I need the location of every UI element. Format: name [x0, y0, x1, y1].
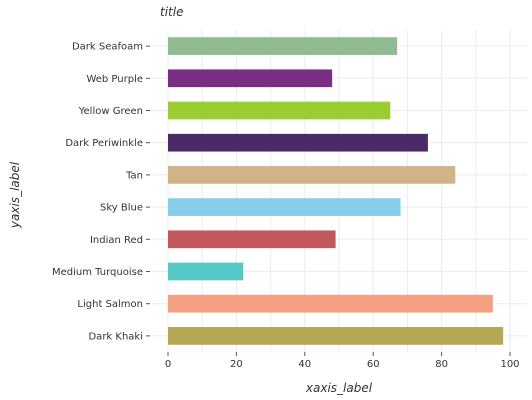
bar-indian-red [168, 230, 336, 249]
bar-yellow-green [168, 101, 391, 120]
bar-dark-khaki [168, 327, 504, 345]
chart-title: title [160, 5, 183, 19]
bar-web-purple [168, 69, 333, 88]
bar-light-salmon [168, 294, 493, 313]
y-axis-label: yaxis_label [8, 161, 22, 229]
bar-dark-seafoam [168, 37, 398, 55]
y-tick-label: Dark Seafoam [72, 42, 143, 53]
y-tick-label: Medium Turquoise [52, 267, 143, 278]
bar-medium-turquoise [168, 262, 244, 281]
x-tick-label: 100 [500, 359, 519, 370]
y-tick-label: Light Salmon [77, 299, 143, 310]
y-tick-label: Web Purple [86, 74, 143, 85]
bar-dark-periwinkle [168, 133, 428, 152]
y-tick-label: Dark Khaki [88, 331, 143, 342]
y-tick-label: Sky Blue [100, 203, 143, 214]
y-tick-label: Tan [125, 170, 143, 181]
bar-tan [168, 166, 456, 184]
y-axis: Dark Khaki Light Salmon Medium Turquoise In… [52, 42, 150, 342]
x-tick-label: 20 [230, 359, 243, 370]
bars [168, 37, 504, 345]
y-tick-label: Dark Periwinkle [65, 138, 143, 149]
y-tick-label: Indian Red [90, 235, 143, 246]
x-axis-label: xaxis_label [305, 381, 373, 395]
bar-sky-blue [168, 198, 401, 216]
x-tick-label: 0 [165, 359, 171, 370]
y-tick-label: Yellow Green [78, 106, 143, 117]
x-axis: 0 20 40 60 80 100 [165, 352, 520, 370]
x-tick-label: 60 [367, 359, 380, 370]
x-tick-label: 40 [298, 359, 311, 370]
x-tick-label: 80 [435, 359, 448, 370]
